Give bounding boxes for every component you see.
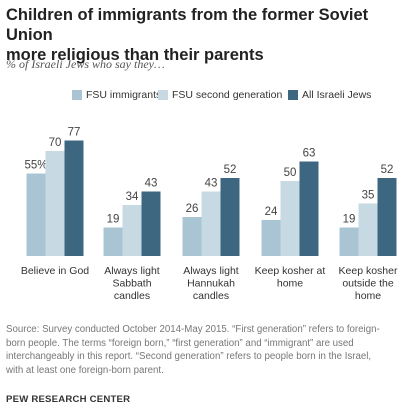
category-label-5-line-2: outside the <box>342 278 394 290</box>
legend-swatch-all-israeli-jews <box>288 90 298 100</box>
category-label-1-line-1: Believe in God <box>21 265 89 277</box>
value-label-fsu-second-generation-1: 70 <box>49 137 62 149</box>
category-label-5-line-3: home <box>355 290 381 302</box>
category-label-4-line-2: home <box>277 278 303 290</box>
legend-item-fsu-immigrants: FSU immigrants <box>72 89 161 101</box>
chart-title: Children of immigrants from the former S… <box>6 5 404 65</box>
value-label-fsu-second-generation-3: 43 <box>205 178 218 190</box>
bar-all-israeli-jews-3 <box>220 178 240 256</box>
bar-all-israeli-jews-1 <box>64 140 84 256</box>
bar-fsu-second-generation-3 <box>201 191 221 256</box>
chart-title-line-2: more religious than their parents <box>6 46 264 64</box>
category-label-3-line-3: candles <box>193 290 229 302</box>
bar-fsu-second-generation-5 <box>358 203 378 256</box>
category-label-2-line-3: candles <box>114 290 150 302</box>
legend-label-all-israeli-jews: All Israeli Jews <box>302 89 372 101</box>
bar-fsu-second-generation-1 <box>45 151 65 256</box>
value-label-all-israeli-jews-3: 52 <box>224 164 237 176</box>
bar-fsu-second-generation-2 <box>122 205 142 256</box>
category-label-4-line-1: Keep kosher at <box>255 265 326 277</box>
value-label-all-israeli-jews-1: 77 <box>68 127 81 139</box>
value-label-fsu-immigrants-3: 26 <box>186 203 199 215</box>
bar-fsu-immigrants-3 <box>182 217 202 256</box>
bar-all-israeli-jews-4 <box>299 161 319 256</box>
source-note: Source: Survey conducted October 2014-Ma… <box>6 323 404 377</box>
bar-fsu-second-generation-4 <box>280 181 300 256</box>
legend-label-fsu-immigrants: FSU immigrants <box>86 89 162 101</box>
value-label-fsu-second-generation-5: 35 <box>362 190 375 202</box>
value-label-fsu-immigrants-1: 55% <box>24 160 47 172</box>
bar-chart: 55% 19 26 24 19 70 34 43 50 35 77 43 52 63 52 Believe i… <box>21 127 398 303</box>
bar-fsu-immigrants-2 <box>103 227 123 256</box>
chart-subtitle: % of Israeli Jews who say they… <box>6 57 165 71</box>
bar-fsu-immigrants-5 <box>339 227 359 256</box>
value-label-fsu-immigrants-5: 19 <box>343 214 356 226</box>
category-label-3-line-2: Hannukah <box>187 278 235 290</box>
value-label-fsu-immigrants-2: 19 <box>107 214 120 226</box>
legend-swatch-fsu-second-generation <box>158 90 168 100</box>
legend-label-fsu-second-generation: FSU second generation <box>172 89 283 101</box>
source-line-2: born people. The terms “foreign born,” “… <box>6 337 354 349</box>
legend-item-fsu-second-generation: FSU second generation <box>158 89 282 101</box>
value-label-fsu-second-generation-2: 34 <box>126 191 139 203</box>
bar-fsu-immigrants-1 <box>26 173 46 256</box>
legend-swatch-fsu-immigrants <box>72 90 82 100</box>
legend-item-all-israeli-jews: All Israeli Jews <box>288 89 371 101</box>
category-label-2-line-2: Sabbath <box>112 278 151 290</box>
brand-credit: PEW RESEARCH CENTER <box>6 394 131 405</box>
bar-all-israeli-jews-5 <box>377 178 397 256</box>
legend: FSU immigrants FSU second generation All… <box>0 89 410 103</box>
category-label-5-line-1: Keep kosher <box>339 265 398 277</box>
category-label-3-line-1: Always light <box>183 265 239 277</box>
value-label-all-israeli-jews-5: 52 <box>381 164 394 176</box>
bar-fsu-immigrants-4 <box>261 220 281 256</box>
source-line-4: with at least one foreign-born parent. <box>6 364 164 376</box>
source-line-3: interchangeably in this report. “Second … <box>6 351 372 363</box>
value-label-all-israeli-jews-4: 63 <box>303 148 316 160</box>
category-label-2-line-1: Always light <box>104 265 160 277</box>
chart-title-line-1: Children of immigrants from the former S… <box>6 6 369 44</box>
value-label-fsu-immigrants-4: 24 <box>265 206 278 218</box>
source-line-1: Source: Survey conducted October 2014-Ma… <box>6 324 380 335</box>
value-label-fsu-second-generation-4: 50 <box>284 167 297 179</box>
bar-all-israeli-jews-2 <box>141 191 161 256</box>
value-label-all-israeli-jews-2: 43 <box>145 178 158 190</box>
